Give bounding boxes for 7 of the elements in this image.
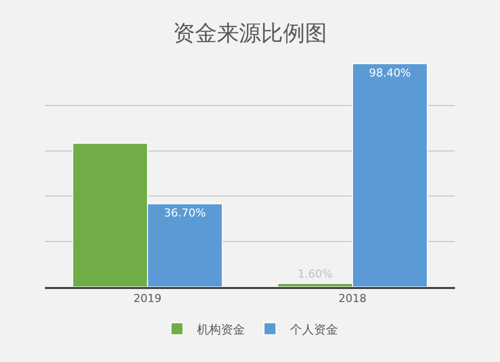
x-tick-label: 2019	[134, 292, 162, 306]
chart-title: 资金来源比例图	[173, 22, 327, 47]
data-label: 36.70%	[164, 206, 206, 220]
x-tick-label: 2018	[338, 292, 366, 306]
data-label: 98.40%	[368, 66, 411, 80]
legend-label: 个人资金	[290, 322, 338, 336]
legend-label: 机构资金	[197, 322, 245, 336]
